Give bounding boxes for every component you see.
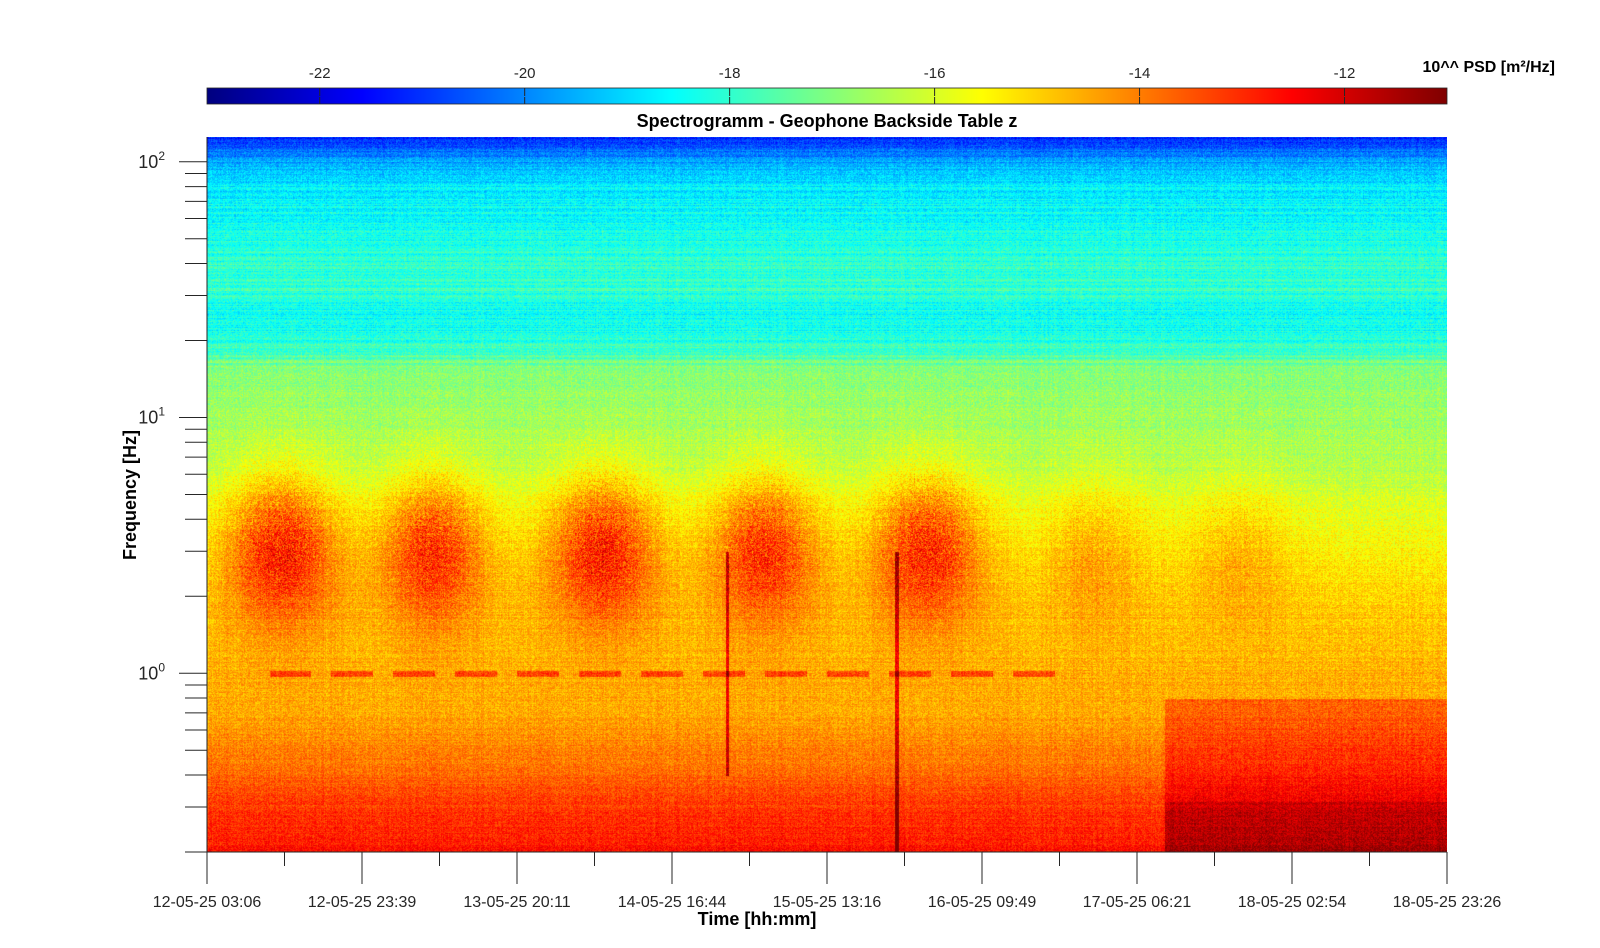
spectrogram-heatmap xyxy=(207,137,1447,852)
colorbar-tick-label: -20 xyxy=(514,65,536,82)
x-tick-label: 15-05-25 13:16 xyxy=(773,894,882,911)
x-tick-label: 18-05-25 02:54 xyxy=(1238,894,1347,911)
x-tick-label: 17-05-25 06:21 xyxy=(1083,894,1192,911)
colorbar-tick-label: -18 xyxy=(719,65,741,82)
colorbar: -22 -20 -18 -16 -14 -12 10^^ PSD [m²/Hz] xyxy=(206,59,1555,105)
x-axis-label: Time [hh:mm] xyxy=(698,909,817,929)
x-tick-label: 18-05-25 23:26 xyxy=(1393,894,1502,911)
x-axis: 12-05-25 03:06 12-05-25 23:39 13-05-25 20:… xyxy=(153,851,1502,911)
x-tick-label: 13-05-25 20:11 xyxy=(463,894,570,911)
colorbar-label: 10^^ PSD [m²/Hz] xyxy=(1423,59,1555,76)
colorbar-bar xyxy=(206,87,1448,105)
x-tick-label: 16-05-25 09:49 xyxy=(928,894,1037,911)
colorbar-ticks: -22 -20 -18 -16 -14 -12 xyxy=(309,65,1355,104)
x-tick-label: 12-05-25 23:39 xyxy=(308,894,417,911)
colorbar-tick-label: -14 xyxy=(1129,65,1151,82)
colorbar-tick-label: -12 xyxy=(1334,65,1356,82)
y-axis-label: Frequency [Hz] xyxy=(120,430,140,560)
colorbar-tick-label: -16 xyxy=(924,65,946,82)
y-tick-label: 102 xyxy=(138,149,165,172)
spectrogram-heatmap-container xyxy=(207,137,1447,852)
plot-area xyxy=(207,137,1447,852)
y-tick-label: 100 xyxy=(138,660,165,683)
x-tick-label: 12-05-25 03:06 xyxy=(153,894,262,911)
chart-title: Spectrogramm - Geophone Backside Table z xyxy=(637,111,1018,131)
y-tick-label: 101 xyxy=(138,405,165,428)
y-axis: 100 101 102 xyxy=(138,137,208,853)
x-tick-label: 14-05-25 16:44 xyxy=(618,894,727,911)
colorbar-tick-label: -22 xyxy=(309,65,331,82)
